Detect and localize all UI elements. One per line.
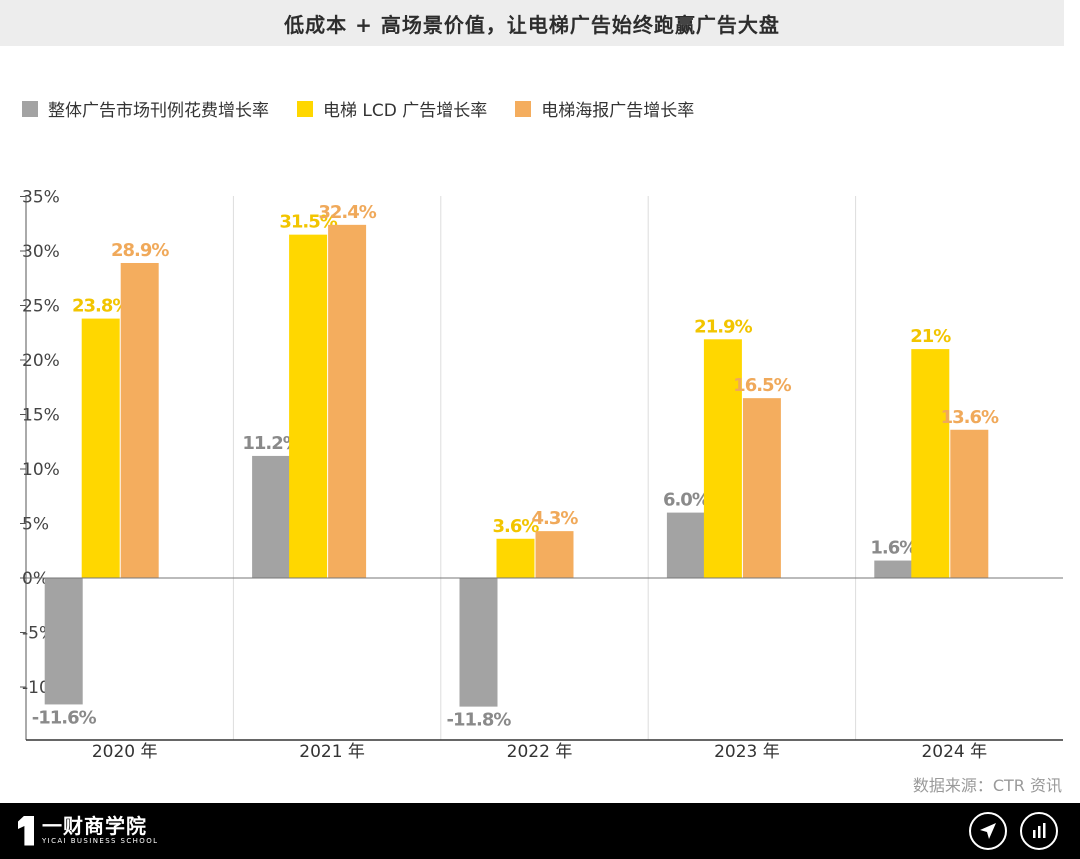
y-tick-label: 30% (22, 242, 60, 262)
bar-value-label: 23.8% (72, 296, 130, 317)
bar-value-label: 21% (910, 326, 951, 347)
title-bar: 低成本 + 高场景价值，让电梯广告始终跑赢广告大盘 (0, 0, 1064, 46)
brand-logo-mark (18, 815, 34, 846)
legend-swatch-poster (515, 100, 532, 117)
y-tick-label: 5% (22, 515, 49, 535)
bar-value-label: -11.8% (447, 710, 512, 731)
bar-value-label: 28.9% (111, 240, 169, 261)
bar-lcd (496, 538, 535, 578)
bar-value-label: 32.4% (318, 202, 376, 223)
page-title: 低成本 + 高场景价值，让电梯广告始终跑赢广告大盘 (284, 12, 780, 37)
bar-value-label: -11.6% (32, 707, 97, 728)
bar-overall (459, 578, 498, 707)
x-tick-label: 2022 年 (507, 742, 573, 762)
share-button[interactable] (969, 812, 1007, 850)
bar-value-label: 3.6% (493, 516, 540, 537)
send-icon (980, 823, 996, 839)
bar-value-label: 6.0% (663, 490, 710, 511)
bar-overall (666, 512, 705, 578)
bar-overall (44, 578, 83, 705)
brand-name: 一财商学院 (42, 814, 147, 838)
x-tick-label: 2023 年 (714, 742, 780, 762)
legend-swatch-overall (22, 100, 38, 117)
bar-value-label: 31.5% (279, 212, 337, 233)
bar-poster (742, 398, 781, 578)
data-source: 数据来源：CTR 资讯 (912, 776, 1062, 795)
stats-button[interactable] (1020, 812, 1058, 850)
legend-label-poster: 电梯海报广告增长率 (541, 101, 695, 121)
bar-overall (252, 455, 291, 578)
x-tick-label: 2020 年 (92, 742, 158, 762)
y-tick-label: 10% (22, 460, 60, 480)
y-tick-label: 20% (22, 351, 60, 371)
chart-legend: 整体广告市场刊例花费增长率 电梯 LCD 广告增长率 电梯海报广告增长率 (22, 96, 694, 121)
footer-bar: 一财商学院 YICAI BUSINESS SCHOOL (0, 803, 1080, 859)
bar-lcd (81, 318, 120, 578)
x-tick-label: 2024 年 (921, 742, 987, 762)
y-tick-label: 0% (22, 569, 49, 589)
legend-item-lcd: 电梯 LCD 广告增长率 (297, 96, 487, 121)
bar-value-label: 4.3% (532, 508, 579, 529)
bar-poster (950, 429, 989, 578)
bar-lcd (911, 349, 950, 578)
brand-name-en: YICAI BUSINESS SCHOOL (42, 837, 159, 845)
bar-poster (120, 262, 159, 578)
legend-swatch-lcd (297, 100, 313, 117)
bar-lcd (289, 234, 328, 578)
legend-label-overall: 整体广告市场刊例花费增长率 (48, 101, 269, 121)
bar-poster (328, 224, 367, 578)
legend-item-overall: 整体广告市场刊例花费增长率 (22, 96, 269, 121)
bar-lcd (703, 339, 742, 578)
y-tick-label: 25% (22, 297, 60, 317)
bar-value-label: 13.6% (941, 407, 999, 428)
bar-overall (874, 560, 913, 578)
y-tick-label: 35% (22, 188, 60, 208)
legend-label-lcd: 电梯 LCD 广告增长率 (323, 101, 488, 121)
bar-poster (535, 531, 574, 578)
bar-value-label: 21.9% (694, 316, 752, 337)
legend-item-poster: 电梯海报广告增长率 (515, 96, 694, 121)
bar-value-label: 16.5% (733, 375, 791, 396)
bar-chart: 35%30%25%20%15%10%5%0%-5%-10%-11.6%23.8%… (20, 188, 1063, 762)
y-tick-label: 15% (22, 406, 60, 426)
bar-value-label: 11.2% (242, 433, 300, 454)
x-tick-label: 2021 年 (299, 742, 365, 762)
brand-logo: 一财商学院 YICAI BUSINESS SCHOOL (18, 815, 158, 846)
bar-value-label: 1.6% (870, 538, 917, 559)
bar-chart-icon (1033, 823, 1046, 838)
